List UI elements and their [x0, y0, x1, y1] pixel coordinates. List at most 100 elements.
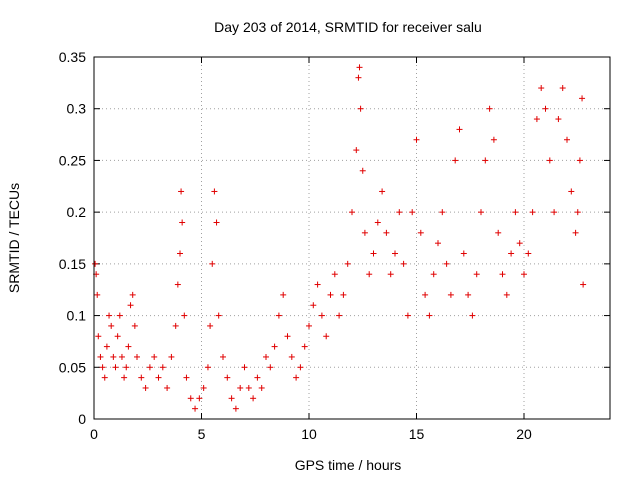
axis-ticks: 0 5 10 15 20 0 0.05 0.1 0.15 0.2 0.25 0.3 0.35 — [59, 49, 610, 442]
y-tick-label: 0.35 — [59, 49, 86, 65]
data-point — [555, 116, 562, 123]
x-axis-label: GPS time / hours — [295, 457, 402, 473]
data-point — [209, 260, 216, 267]
data-point — [224, 374, 231, 381]
data-point — [177, 250, 183, 257]
data-point — [192, 405, 199, 412]
data-point — [495, 229, 502, 236]
data-point — [99, 364, 106, 371]
data-point — [579, 95, 586, 102]
data-point — [499, 271, 506, 278]
data-point — [155, 374, 162, 381]
data-point — [353, 147, 360, 154]
data-point — [142, 384, 149, 391]
data-point — [121, 374, 128, 381]
data-point — [426, 312, 433, 319]
data-point — [447, 291, 454, 298]
data-point — [564, 136, 570, 143]
data-point — [215, 312, 222, 319]
data-point — [151, 353, 158, 360]
plot-frame — [93, 56, 611, 420]
data-point — [241, 364, 248, 371]
data-point — [306, 322, 312, 329]
data-point — [359, 167, 366, 174]
data-point — [125, 343, 132, 350]
y-tick-label: 0.25 — [59, 152, 86, 168]
data-point — [576, 157, 583, 164]
data-point — [118, 353, 125, 360]
y-tick-label: 0 — [78, 411, 86, 427]
data-point — [456, 126, 463, 133]
x-tick-label: 10 — [301, 426, 317, 442]
data-point — [275, 312, 282, 319]
data-point — [435, 240, 441, 247]
data-point — [465, 291, 472, 298]
data-point — [559, 85, 566, 92]
data-point — [127, 302, 134, 309]
data-point — [200, 384, 207, 391]
grid-lines — [94, 57, 610, 419]
data-point — [110, 353, 117, 360]
chart-title: Day 203 of 2014, SRMTID for receiver sal… — [214, 19, 482, 35]
data-point — [357, 105, 364, 112]
data-point — [95, 333, 102, 340]
data-point — [404, 312, 411, 319]
x-tick-label: 5 — [198, 426, 206, 442]
y-tick-label: 0.05 — [59, 359, 86, 375]
data-point — [396, 209, 403, 216]
data-point — [370, 250, 377, 257]
data-point — [280, 291, 287, 298]
data-point — [178, 188, 185, 195]
data-point — [525, 250, 532, 257]
data-point — [213, 219, 220, 226]
data-point — [439, 209, 446, 216]
data-point — [356, 64, 363, 71]
data-point — [387, 271, 394, 278]
data-point — [114, 333, 121, 340]
data-point — [288, 353, 295, 360]
data-point — [220, 353, 226, 360]
data-point — [340, 291, 347, 298]
data-point — [349, 209, 355, 216]
x-tick-label: 20 — [516, 426, 532, 442]
data-point — [355, 74, 362, 81]
y-axis-label: SRMTID / TECUs — [6, 183, 22, 293]
data-point — [310, 302, 317, 309]
y-tick-label: 0.1 — [67, 308, 87, 324]
data-point — [473, 271, 480, 278]
data-point — [245, 384, 252, 391]
data-point — [254, 374, 261, 381]
data-point — [430, 271, 437, 278]
data-point — [134, 353, 140, 360]
data-point — [123, 364, 130, 371]
data-point — [318, 312, 325, 319]
data-point — [323, 333, 330, 340]
data-point — [211, 188, 218, 195]
data-point — [103, 343, 110, 350]
data-points — [92, 64, 587, 412]
data-point — [101, 374, 108, 381]
y-tick-label: 0.15 — [59, 256, 86, 272]
data-point — [486, 105, 493, 112]
data-point — [452, 157, 459, 164]
data-point — [204, 364, 211, 371]
data-point — [400, 260, 407, 267]
data-point — [138, 374, 145, 381]
data-point — [258, 384, 265, 391]
data-point — [293, 374, 300, 381]
data-point — [482, 157, 489, 164]
data-point — [250, 395, 257, 402]
data-point — [443, 260, 450, 267]
data-point — [361, 229, 368, 236]
data-point — [179, 219, 186, 226]
data-point — [392, 250, 398, 257]
data-point — [92, 260, 99, 267]
data-point — [237, 384, 244, 391]
data-point — [232, 405, 239, 412]
data-point — [187, 395, 194, 402]
data-point — [168, 353, 175, 360]
data-point — [478, 209, 484, 216]
data-point — [146, 364, 153, 371]
data-point — [284, 333, 291, 340]
